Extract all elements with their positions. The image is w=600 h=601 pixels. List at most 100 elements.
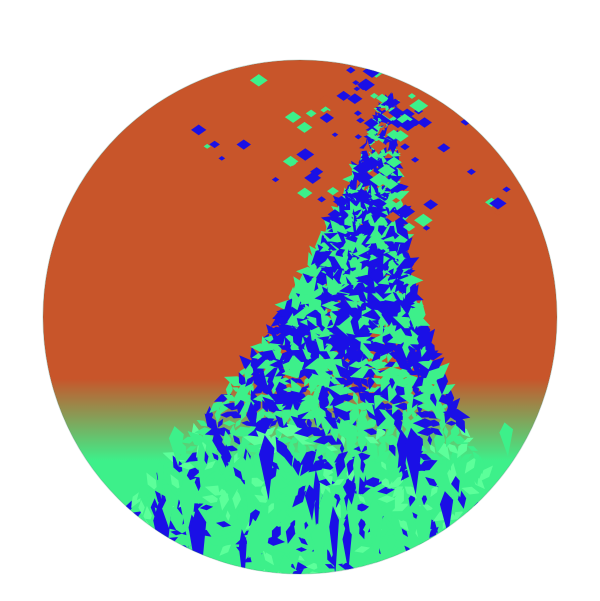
pattern-fleck bbox=[330, 484, 345, 497]
pattern-fleck bbox=[299, 448, 321, 466]
pattern-fleck bbox=[171, 492, 177, 506]
pattern-fleck bbox=[463, 437, 474, 443]
pattern-mesh-cell bbox=[353, 86, 361, 92]
pattern-fleck bbox=[385, 517, 394, 532]
pattern-fleck bbox=[467, 446, 478, 451]
pattern-fleck bbox=[284, 447, 294, 467]
pattern-fleck bbox=[394, 488, 404, 510]
pattern-fleck bbox=[217, 418, 224, 428]
pattern-mesh-cell bbox=[218, 155, 226, 161]
pattern-fleck bbox=[165, 469, 176, 478]
pattern-fleck bbox=[406, 293, 424, 301]
pattern-mesh-cell bbox=[414, 213, 433, 227]
pattern-mesh-cell bbox=[333, 195, 350, 208]
pattern-fleck bbox=[172, 455, 183, 476]
pattern-fleck bbox=[252, 373, 262, 389]
pattern-fleck bbox=[460, 453, 473, 460]
pattern-fleck bbox=[392, 503, 410, 512]
pattern-mesh-cell bbox=[363, 67, 377, 77]
pattern-fleck bbox=[367, 372, 375, 390]
pattern-fleck bbox=[332, 478, 345, 486]
pattern-fleck bbox=[425, 397, 448, 416]
pattern-mesh-cell bbox=[399, 184, 408, 191]
pattern-fleck bbox=[396, 237, 413, 256]
pattern-fleck bbox=[433, 426, 446, 454]
pattern-mesh-cell bbox=[352, 189, 373, 204]
pattern-mesh-cell bbox=[396, 113, 413, 125]
pattern-fleck bbox=[464, 456, 477, 474]
pattern-fleck bbox=[406, 370, 418, 376]
pattern-fleck bbox=[427, 434, 433, 446]
pattern-fleck bbox=[421, 492, 428, 506]
pattern-fleck bbox=[227, 462, 237, 469]
pattern-fleck bbox=[279, 467, 287, 480]
pattern-fleck bbox=[237, 482, 245, 499]
pattern-spike bbox=[168, 426, 184, 467]
pattern-fleck bbox=[333, 352, 348, 360]
pattern-fleck bbox=[380, 460, 387, 471]
pattern-fleck bbox=[429, 443, 436, 454]
pattern-fleck bbox=[242, 503, 249, 512]
pattern-fleck bbox=[358, 510, 365, 522]
pattern-fleck bbox=[286, 479, 298, 485]
pattern-fleck bbox=[399, 275, 424, 286]
pattern-fleck bbox=[403, 269, 416, 275]
pattern-fleck bbox=[401, 528, 408, 537]
pattern-fleck bbox=[389, 136, 397, 155]
pattern-fleck bbox=[457, 459, 462, 471]
pattern-fleck bbox=[232, 434, 241, 446]
pattern-fleck bbox=[380, 403, 395, 410]
pattern-fleck bbox=[433, 470, 448, 477]
pattern-spike bbox=[197, 437, 206, 501]
pattern-fleck bbox=[430, 427, 443, 436]
pattern-fleck bbox=[201, 494, 222, 504]
pattern-fleck bbox=[175, 471, 188, 477]
pattern-mesh-cell bbox=[402, 222, 416, 232]
pattern-fleck bbox=[444, 386, 455, 410]
pattern-fleck bbox=[389, 510, 415, 521]
pattern-fleck bbox=[217, 472, 226, 493]
pattern-fleck bbox=[322, 435, 345, 445]
pattern-fleck bbox=[268, 501, 275, 514]
pattern-mesh-cell bbox=[370, 92, 379, 99]
pattern-fleck bbox=[405, 281, 413, 296]
pattern-fleck bbox=[402, 407, 409, 422]
pattern-mesh-cell bbox=[317, 196, 326, 203]
pattern-fleck bbox=[326, 445, 338, 452]
pattern-mesh-cell bbox=[297, 187, 313, 199]
pattern-mesh-cell bbox=[369, 172, 390, 187]
pattern-fleck bbox=[364, 386, 378, 393]
pattern-fleck bbox=[352, 391, 359, 405]
pattern-fleck bbox=[464, 476, 470, 488]
pattern-fleck bbox=[308, 458, 329, 473]
pattern-fleck bbox=[253, 398, 261, 415]
pattern-fleck bbox=[363, 461, 382, 470]
pattern-fleck bbox=[277, 436, 294, 444]
pattern-fleck bbox=[225, 510, 231, 522]
pattern-fleck bbox=[254, 494, 270, 504]
pattern-spike bbox=[403, 427, 423, 495]
pattern-fleck bbox=[384, 426, 396, 437]
pattern-fleck bbox=[209, 528, 229, 537]
pattern-fleck bbox=[212, 551, 231, 565]
pattern-mesh-cell bbox=[361, 156, 382, 171]
pattern-fleck bbox=[205, 477, 215, 488]
pattern-spike bbox=[238, 529, 247, 574]
pattern-fleck bbox=[367, 471, 379, 477]
pattern-mesh-cell bbox=[392, 197, 401, 204]
pattern-mesh-cell bbox=[305, 109, 317, 118]
pattern-fleck bbox=[204, 460, 216, 470]
pattern-fleck bbox=[271, 522, 281, 544]
pattern-fleck bbox=[297, 484, 306, 497]
pattern-fleck bbox=[194, 473, 203, 492]
pattern-fleck bbox=[249, 384, 254, 395]
pattern-fleck bbox=[223, 394, 238, 402]
pattern-mesh-cell bbox=[327, 209, 343, 220]
pattern-fleck bbox=[384, 182, 409, 193]
pattern-fleck bbox=[461, 486, 480, 495]
pattern-spike bbox=[342, 479, 357, 505]
pattern-fleck bbox=[402, 282, 409, 295]
pattern-fleck bbox=[163, 487, 174, 494]
sphere bbox=[43, 60, 557, 574]
